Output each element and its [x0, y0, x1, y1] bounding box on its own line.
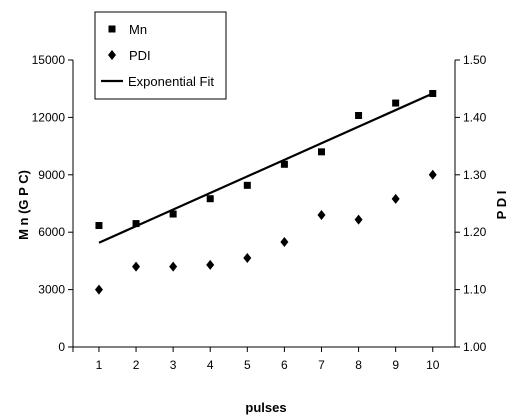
data-point-mn	[280, 160, 288, 168]
axes	[68, 59, 460, 352]
legend: Mn PDI Exponential Fit	[94, 11, 227, 100]
data-point-pdi	[206, 259, 215, 270]
data-point-pdi	[428, 169, 437, 180]
y-right-tick-label: 1.40	[463, 110, 487, 124]
y-left-tick-label: 6000	[38, 225, 65, 239]
legend-label: Exponential Fit	[128, 74, 214, 89]
y-axis-left-title: M n (G P C)	[16, 170, 31, 240]
x-tick-label: 4	[207, 358, 214, 372]
y-right-tick-label: 1.20	[463, 225, 487, 239]
y-axis-right-title: P D I	[494, 191, 509, 220]
y-left-tick-label: 9000	[38, 168, 65, 182]
x-tick-label: 3	[170, 358, 177, 372]
y-left-tick-label: 12000	[32, 110, 66, 124]
data-point-pdi	[317, 209, 326, 220]
y-left-tick-label: 0	[58, 340, 65, 354]
x-tick-label: 6	[281, 358, 288, 372]
data-point-pdi	[94, 284, 103, 295]
tick-labels: 0 3000 6000 9000 12000 15000 1.00 1.10 1.20 1.30 1…	[32, 53, 487, 372]
data-point-mn	[317, 148, 325, 156]
data-point-mn	[169, 210, 177, 218]
x-tick-label: 1	[96, 358, 103, 372]
x-tick-label: 8	[355, 358, 362, 372]
data-point-mn	[392, 99, 400, 107]
data-point-pdi	[132, 261, 141, 272]
x-tick-label: 5	[244, 358, 251, 372]
x-tick-label: 7	[318, 358, 325, 372]
x-axis-title: pulses	[245, 400, 286, 415]
legend-marker-diamond	[108, 50, 116, 60]
legend-marker-square	[108, 25, 116, 33]
legend-label: PDI	[129, 48, 151, 63]
y-left-tick-label: 15000	[32, 53, 66, 67]
y-right-tick-label: 1.00	[463, 340, 487, 354]
data-point-mn	[95, 222, 103, 230]
data-point-mn	[206, 195, 214, 203]
x-tick-label: 10	[426, 358, 440, 372]
data-point-pdi	[391, 193, 400, 204]
y-right-tick-label: 1.50	[463, 53, 487, 67]
data-point-mn	[243, 181, 251, 189]
series-line-exponential-fit	[98, 92, 434, 244]
data-point-pdi	[169, 261, 178, 272]
y-right-tick-label: 1.10	[463, 283, 487, 297]
data-point-mn	[132, 220, 140, 228]
x-tick-label: 9	[392, 358, 399, 372]
data-point-mn	[355, 111, 363, 119]
y-right-tick-label: 1.30	[463, 168, 487, 182]
chart-marks	[94, 89, 437, 295]
legend-box	[94, 11, 227, 100]
y-left-tick-label: 3000	[38, 283, 65, 297]
data-point-pdi	[280, 236, 289, 247]
x-tick-label: 2	[133, 358, 140, 372]
data-point-pdi	[354, 214, 363, 225]
data-point-pdi	[243, 253, 252, 264]
legend-label: Mn	[129, 22, 147, 37]
